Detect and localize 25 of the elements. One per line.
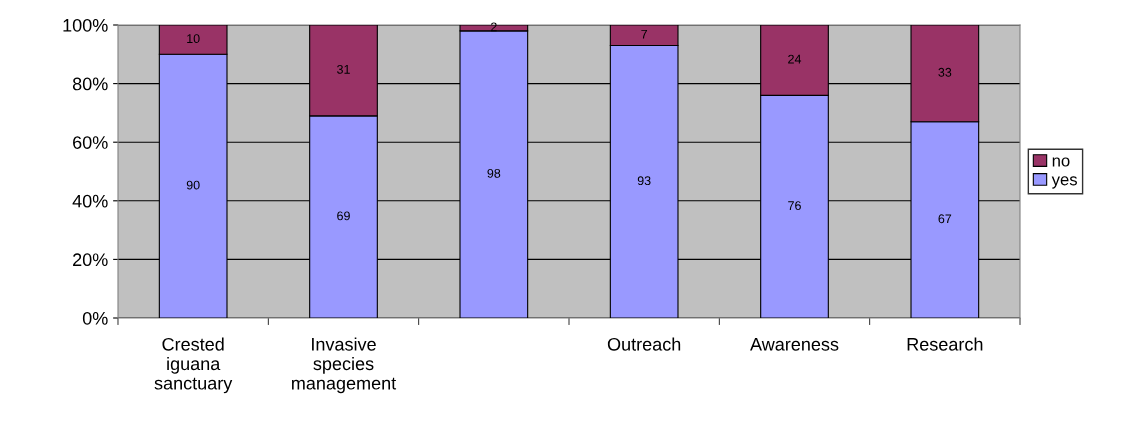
x-tick-label: Invasive species management	[292, 337, 397, 394]
data-label: 24	[788, 54, 802, 64]
y-tick-label: 20%	[73, 253, 108, 267]
data-label: 10	[187, 34, 200, 44]
x-tick-label: Outreach	[607, 337, 681, 351]
x-tick-label: Research	[907, 337, 983, 351]
data-label: 76	[788, 201, 801, 211]
data-label: 69	[337, 211, 350, 221]
legend-label: no	[1052, 157, 1070, 167]
x-tick-label: Crested iguana sanctuary	[154, 337, 233, 394]
data-label: 33	[938, 67, 952, 77]
y-tick-label: 60%	[73, 136, 108, 149]
y-tick-label: 100%	[63, 18, 108, 32]
x-tick-label: Awareness	[750, 338, 839, 351]
data-label: 31	[337, 64, 350, 74]
data-label: 90	[186, 180, 200, 190]
data-label: 7	[641, 29, 648, 39]
data-label: 98	[487, 168, 501, 178]
data-label: 2	[490, 22, 497, 32]
y-tick-label: 40%	[72, 194, 108, 208]
data-label: 93	[637, 176, 651, 186]
data-label: 67	[938, 214, 952, 224]
legend-label: yes	[1051, 176, 1077, 189]
y-tick-label: 80%	[72, 77, 108, 91]
y-tick-label: 0%	[82, 311, 108, 325]
